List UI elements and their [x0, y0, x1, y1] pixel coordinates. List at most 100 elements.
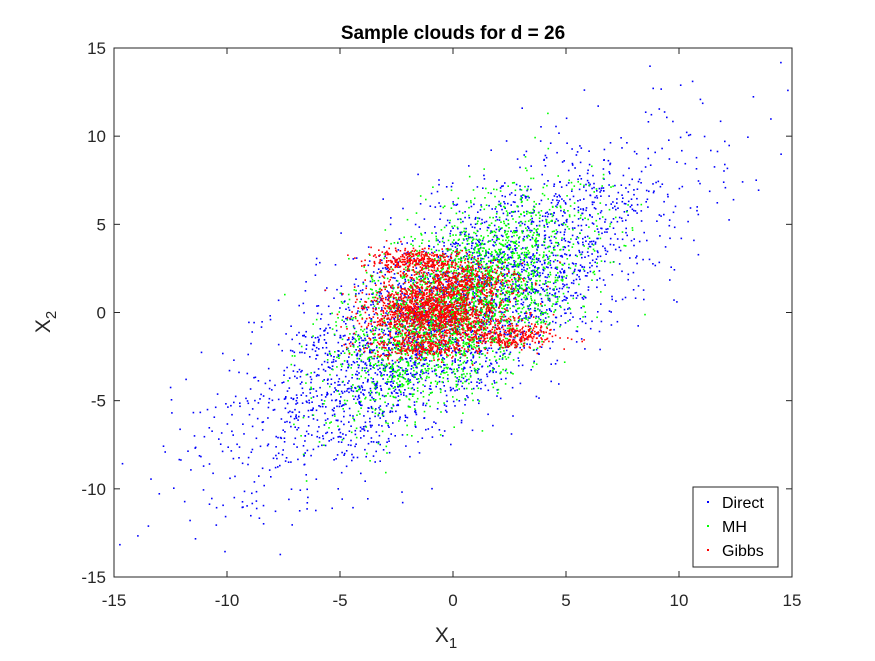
data-point: [493, 230, 496, 233]
data-point: [561, 215, 564, 217]
data-point: [599, 237, 602, 240]
data-point: [524, 247, 527, 249]
data-point: [370, 356, 372, 358]
data-point: [568, 254, 571, 257]
data-point: [507, 333, 509, 336]
data-point: [527, 195, 529, 198]
data-point: [391, 380, 393, 383]
data-point: [599, 191, 601, 193]
data-point: [644, 111, 647, 113]
data-point: [474, 287, 476, 289]
data-point: [425, 371, 427, 374]
data-point: [638, 178, 641, 181]
data-point: [617, 207, 619, 209]
data-point: [516, 158, 519, 160]
data-point: [398, 418, 401, 420]
data-point: [453, 338, 455, 341]
data-point: [452, 332, 454, 335]
data-point: [415, 341, 417, 344]
data-point: [536, 258, 539, 261]
data-point: [433, 251, 436, 253]
data-point: [304, 440, 306, 442]
data-point: [323, 339, 326, 341]
data-point: [378, 412, 381, 414]
data-point: [520, 189, 523, 191]
data-point: [598, 330, 601, 333]
data-point: [381, 309, 383, 311]
data-point: [354, 395, 357, 398]
data-point: [538, 257, 540, 260]
data-point: [547, 213, 550, 215]
data-point: [369, 280, 372, 283]
data-point: [478, 379, 481, 382]
data-point: [551, 341, 554, 343]
data-point: [488, 371, 491, 373]
data-point: [526, 188, 529, 191]
data-point: [520, 195, 522, 197]
data-point: [413, 342, 415, 344]
data-point: [378, 434, 381, 437]
data-point: [587, 243, 590, 245]
data-point: [387, 403, 389, 405]
data-point: [687, 220, 689, 223]
data-point: [363, 351, 365, 354]
data-point: [514, 230, 516, 232]
data-point: [504, 243, 507, 245]
data-point: [441, 250, 444, 253]
data-point: [351, 336, 354, 338]
data-point: [365, 293, 368, 296]
data-point: [482, 187, 484, 189]
data-point: [554, 292, 557, 294]
data-point: [381, 323, 384, 326]
data-point: [405, 269, 407, 271]
data-point: [305, 395, 308, 397]
data-point: [439, 218, 441, 220]
data-point: [489, 304, 492, 306]
data-point: [439, 300, 441, 302]
data-point: [664, 246, 667, 248]
data-point: [407, 378, 410, 380]
data-point: [248, 413, 251, 416]
data-point: [689, 207, 692, 209]
data-point: [318, 348, 320, 350]
data-point: [350, 389, 353, 392]
data-point: [600, 189, 602, 192]
data-point: [490, 278, 493, 280]
data-point: [386, 327, 389, 330]
data-point: [508, 271, 510, 274]
data-point: [416, 341, 419, 344]
data-point: [428, 240, 430, 242]
data-point: [327, 378, 329, 380]
data-point: [466, 361, 468, 364]
data-point: [558, 296, 561, 298]
data-point: [530, 221, 533, 223]
data-point: [413, 362, 416, 364]
data-point: [390, 433, 392, 435]
data-point: [643, 298, 645, 301]
data-point: [611, 274, 614, 276]
data-point: [532, 264, 534, 267]
data-point: [372, 366, 374, 368]
data-point: [371, 293, 373, 295]
data-point: [473, 346, 475, 348]
data-point: [616, 198, 618, 200]
data-point: [633, 193, 635, 196]
data-point: [364, 320, 367, 322]
data-point: [392, 369, 395, 371]
data-point: [586, 172, 589, 175]
data-point: [507, 248, 510, 250]
data-point: [312, 323, 314, 325]
data-point: [515, 240, 518, 242]
data-point: [586, 275, 588, 277]
data-point: [429, 298, 432, 301]
data-point: [406, 424, 408, 427]
data-point: [618, 216, 621, 219]
data-point: [474, 351, 476, 354]
data-point: [450, 317, 453, 320]
data-point: [532, 275, 534, 278]
data-point: [347, 444, 350, 446]
data-point: [361, 428, 363, 430]
data-point: [559, 205, 562, 207]
data-point: [372, 378, 374, 380]
data-point: [483, 247, 485, 250]
